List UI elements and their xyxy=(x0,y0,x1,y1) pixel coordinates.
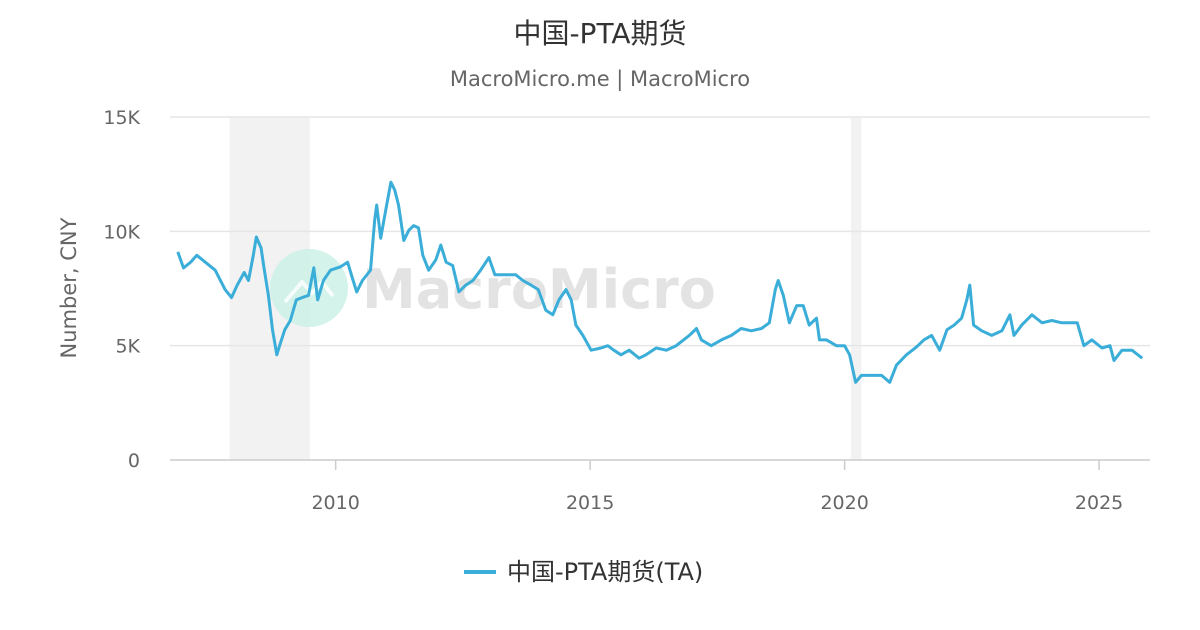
y-tick-label: 0 xyxy=(128,450,140,472)
gridlines xyxy=(170,116,1150,347)
chart-title: 中国-PTA期货 xyxy=(513,17,686,50)
legend[interactable]: 中国-PTA期货(TA) xyxy=(464,558,703,586)
y-axis-ticks: 0 5K 10K 15K xyxy=(103,107,140,472)
x-axis-ticks: 2010 2015 2020 2025 xyxy=(311,460,1123,514)
watermark-logo-mountain-icon xyxy=(283,278,335,304)
y-tick-label: 5K xyxy=(115,336,140,358)
x-tick-label: 2020 xyxy=(820,492,868,514)
y-tick-label: 15K xyxy=(103,107,140,129)
chart-subtitle: MacroMicro.me | MacroMicro xyxy=(450,67,750,92)
series-line-pta xyxy=(176,180,1144,384)
x-tick-label: 2015 xyxy=(566,492,614,514)
watermark: MacroMicro xyxy=(270,249,716,327)
y-tick-label: 10K xyxy=(103,221,140,243)
x-tick-label: 2025 xyxy=(1075,492,1123,514)
x-tick-label: 2010 xyxy=(311,492,359,514)
y-axis-label: Number, CNY xyxy=(57,217,81,358)
legend-label[interactable]: 中国-PTA期货(TA) xyxy=(507,558,703,586)
shaded-period xyxy=(850,117,862,460)
